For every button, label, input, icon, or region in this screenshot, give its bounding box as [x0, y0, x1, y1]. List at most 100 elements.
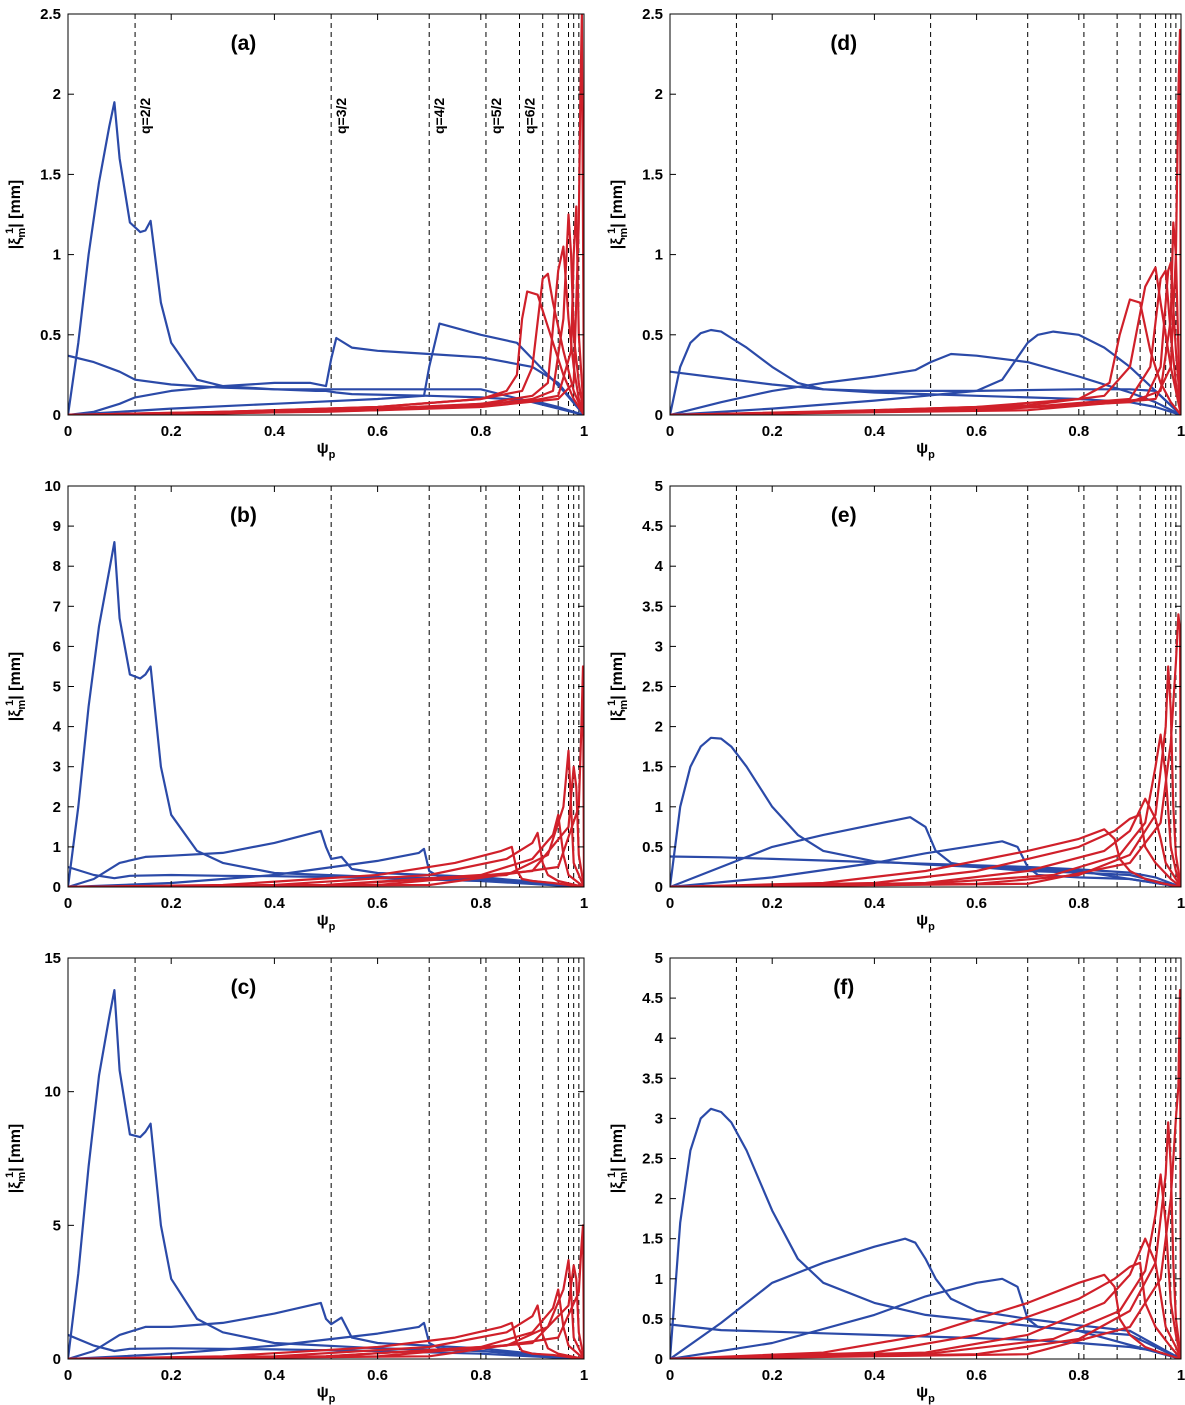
q-annotation: q=5/2 [488, 98, 504, 134]
series-line [68, 336, 584, 415]
panel-label: (f) [833, 976, 854, 999]
y-tick-label: 2.5 [642, 679, 663, 696]
x-tick-label: 0.6 [966, 1367, 987, 1384]
series-line [670, 813, 1181, 887]
series-line [670, 665, 1181, 887]
axes-frame [669, 13, 1182, 416]
y-tick-label: 2 [655, 86, 663, 103]
y-tick-label: 2 [53, 86, 61, 103]
series-line [68, 847, 584, 887]
x-tick-label: 0.6 [367, 1367, 388, 1384]
panel-label: (b) [230, 504, 257, 527]
x-axis-label: ψp [916, 1384, 935, 1405]
y-axis-label: |ξm1| [mm] [4, 652, 28, 722]
q-annotation: q=6/2 [522, 98, 538, 134]
axes-frame [67, 13, 585, 416]
y-tick-label: 2.5 [642, 6, 663, 23]
y-axis-label: |ξm1| [mm] [4, 180, 28, 250]
x-tick-label: 0.2 [161, 895, 182, 912]
x-tick-label: 1 [580, 895, 588, 912]
panel-label: (e) [831, 504, 857, 527]
y-tick-label: 10 [44, 478, 61, 495]
y-tick-label: 4.5 [642, 990, 663, 1007]
series-line [68, 749, 584, 887]
x-tick-label: 1 [1177, 423, 1185, 440]
series-line [670, 613, 1181, 887]
y-tick-label: 3.5 [642, 1070, 663, 1087]
series-line [670, 1237, 1181, 1359]
y-axis-label: |ξm1| [mm] [606, 1124, 630, 1194]
x-tick-label: 0.2 [161, 423, 182, 440]
series-line [670, 28, 1181, 415]
y-tick-label: 6 [53, 638, 61, 655]
y-tick-label: 2.5 [642, 1151, 663, 1168]
x-tick-label: 0.4 [264, 423, 286, 440]
panel-f: 0 0.2 0.4 0.6 0.8 1 0 0.5 1 1.5 2 2.5 3 3.5 4 4.5 5 (f) ψp… [606, 950, 1185, 1405]
y-tick-label: 0 [655, 407, 663, 424]
x-tick-label: 0.2 [161, 1367, 182, 1384]
series-line [68, 1321, 584, 1359]
panel-e: 0 0.2 0.4 0.6 0.8 1 0 0.5 1 1.5 2 2.5 3 3.5 4 4.5 5 (e) ψp… [606, 478, 1185, 933]
series-line [670, 370, 1181, 415]
series-line [68, 1301, 584, 1359]
y-tick-label: 0 [53, 1351, 61, 1368]
q-annotation: q=2/2 [137, 98, 153, 134]
x-tick-label: 1 [580, 1367, 588, 1384]
y-tick-label: 4.5 [642, 518, 663, 535]
q-annotation: q=4/2 [431, 98, 447, 134]
axes-frame [67, 957, 585, 1360]
x-tick-label: 0.4 [864, 1367, 886, 1384]
y-tick-label: 1.5 [642, 759, 663, 776]
y-tick-label: 0.5 [642, 327, 663, 344]
y-tick-label: 1.5 [642, 1231, 663, 1248]
y-tick-label: 9 [53, 518, 61, 535]
y-tick-label: 0 [53, 879, 61, 896]
x-tick-label: 0.2 [762, 423, 783, 440]
series-line [670, 352, 1181, 415]
y-tick-label: 5 [655, 478, 663, 495]
series-line [68, 101, 584, 415]
x-tick-label: 0 [64, 1367, 72, 1384]
series-line [68, 14, 584, 415]
y-tick-label: 4 [655, 558, 664, 575]
x-tick-label: 1 [1177, 1367, 1185, 1384]
series-line [670, 1237, 1181, 1359]
q-annotation: q=3/2 [333, 98, 349, 134]
y-tick-label: 3 [655, 1110, 663, 1127]
series-line [670, 989, 1181, 1359]
axes-frame [669, 957, 1182, 1360]
x-tick-label: 0.6 [966, 423, 987, 440]
x-tick-label: 0.4 [264, 1367, 286, 1384]
series-line [68, 829, 584, 887]
y-tick-label: 1.5 [642, 166, 663, 183]
x-tick-label: 0.4 [264, 895, 286, 912]
y-tick-label: 0 [655, 1351, 663, 1368]
x-axis-label: ψp [317, 912, 336, 933]
series-line [68, 272, 584, 415]
x-axis-label: ψp [317, 440, 336, 461]
series-line [670, 840, 1181, 887]
series-line [68, 322, 584, 415]
y-tick-label: 3.5 [642, 598, 663, 615]
y-tick-label: 0.5 [642, 839, 663, 856]
series-line [670, 1121, 1181, 1359]
series-line [68, 1264, 584, 1359]
x-axis-label: ψp [916, 440, 935, 461]
y-axis-label: |ξm1| [mm] [4, 1124, 28, 1194]
x-tick-label: 0.4 [864, 895, 886, 912]
y-axis-label: |ξm1| [mm] [606, 180, 630, 250]
y-tick-label: 5 [53, 1217, 61, 1234]
x-tick-label: 0.2 [762, 895, 783, 912]
x-tick-label: 1 [580, 423, 588, 440]
x-axis-label: ψp [916, 912, 935, 933]
y-tick-label: 1 [53, 839, 61, 856]
x-tick-label: 0 [64, 423, 72, 440]
x-tick-label: 0 [64, 895, 72, 912]
series-line [670, 1173, 1181, 1359]
axes-frame [67, 485, 585, 888]
y-tick-label: 1 [655, 1271, 663, 1288]
x-tick-label: 0.8 [1068, 423, 1089, 440]
series-line [670, 1277, 1181, 1359]
